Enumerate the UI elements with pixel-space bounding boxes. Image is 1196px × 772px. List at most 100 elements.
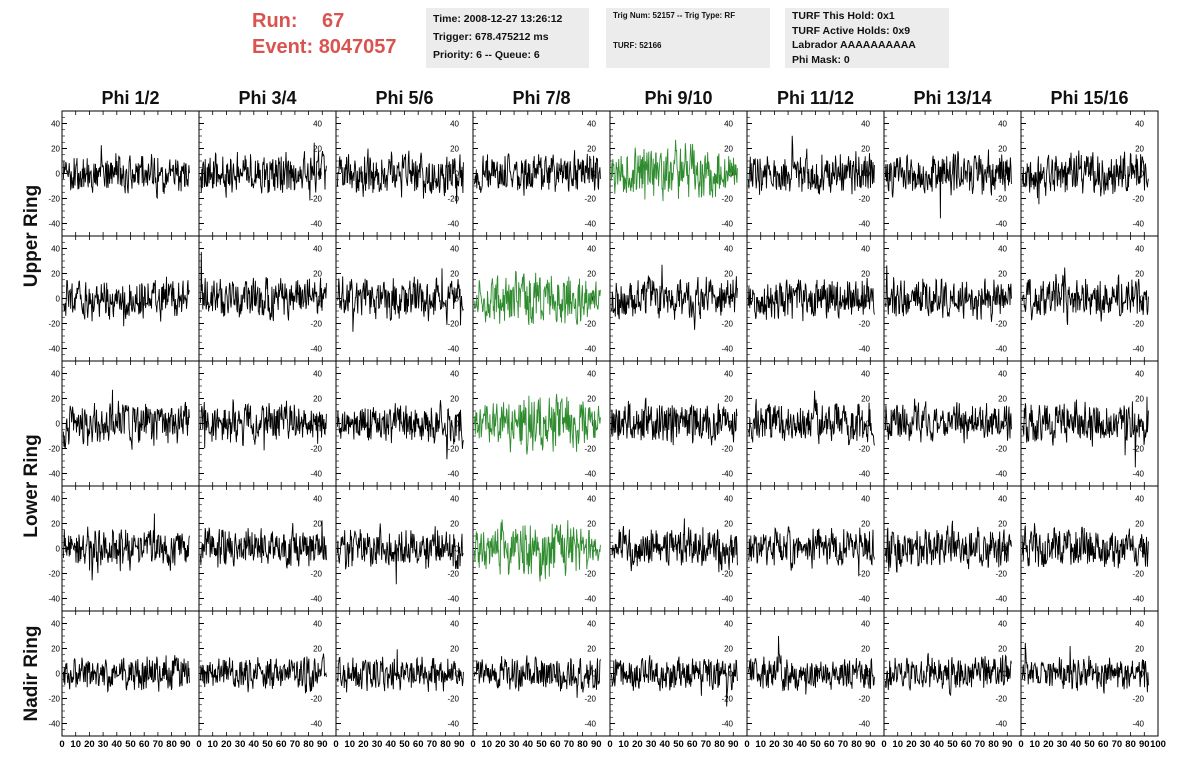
y-tick-label: 20 <box>450 395 459 404</box>
x-tick-label: 30 <box>1057 739 1068 750</box>
y-tick-label: 20 <box>861 395 870 404</box>
y-tick-label: 40 <box>724 620 733 629</box>
x-tick-label: 40 <box>934 739 945 750</box>
y-tick-label: 40 <box>450 495 459 504</box>
waveform-trace <box>199 251 327 322</box>
y-tick-label: -40 <box>447 470 459 479</box>
waveform-trace <box>747 526 875 577</box>
y-tick-label: -20 <box>48 570 60 579</box>
x-tick-label: 30 <box>235 739 246 750</box>
turf-this-hold-text: TURF This Hold: 0x1 <box>792 10 895 22</box>
y-tick-label: 40 <box>313 495 322 504</box>
y-tick-label: 40 <box>587 370 596 379</box>
y-tick-label: -20 <box>1132 320 1144 329</box>
waveform-trace <box>1021 396 1149 468</box>
column-label: Phi 15/16 <box>1050 88 1128 108</box>
x-tick-label: 0 <box>470 739 475 750</box>
waveform-trace <box>199 399 327 451</box>
y-tick-label: -40 <box>1132 345 1144 354</box>
y-tick-label: 40 <box>1135 495 1144 504</box>
y-tick-label: 20 <box>998 145 1007 154</box>
x-tick-label: 80 <box>1125 739 1136 750</box>
run-label: Run: <box>252 10 298 32</box>
y-tick-label: -40 <box>48 595 60 604</box>
y-tick-label: 40 <box>1135 245 1144 254</box>
x-tick-label: 30 <box>509 739 520 750</box>
y-tick-label: 20 <box>51 520 60 529</box>
waveform-trace <box>473 655 601 698</box>
x-tick-label: 10 <box>207 739 218 750</box>
event-value: 8047057 <box>318 36 397 58</box>
y-tick-label: -40 <box>447 220 459 229</box>
x-tick-label: 80 <box>577 739 588 750</box>
y-tick-label: -40 <box>721 595 733 604</box>
y-tick-label: -20 <box>995 320 1007 329</box>
y-tick-label: 20 <box>998 645 1007 654</box>
waveform-trace <box>747 390 875 446</box>
y-tick-label: 20 <box>998 395 1007 404</box>
x-tick-label: 40 <box>797 739 808 750</box>
y-tick-label: 40 <box>313 620 322 629</box>
x-tick-label: 70 <box>290 739 301 750</box>
event-label: Event: <box>252 36 314 58</box>
x-tick-label: 60 <box>413 739 424 750</box>
y-tick-label: 20 <box>1135 645 1144 654</box>
x-tick-label: 50 <box>810 739 821 750</box>
y-tick-label: -20 <box>995 570 1007 579</box>
x-tick-label: 40 <box>386 739 397 750</box>
column-label: Phi 5/6 <box>375 88 433 108</box>
y-tick-label: -20 <box>447 570 459 579</box>
y-tick-label: -20 <box>721 195 733 204</box>
y-tick-label: 20 <box>724 645 733 654</box>
waveform-trace <box>1021 150 1149 205</box>
x-tick-label: 60 <box>276 739 287 750</box>
waveform-trace <box>199 653 327 694</box>
x-tick-label: 40 <box>660 739 671 750</box>
x-tick-label: 70 <box>838 739 849 750</box>
x-tick-label: 20 <box>495 739 506 750</box>
y-tick-label: 40 <box>998 495 1007 504</box>
y-tick-label: -20 <box>1132 195 1144 204</box>
y-tick-label: 0 <box>56 670 61 679</box>
x-tick-label: 10 <box>481 739 492 750</box>
y-tick-label: 20 <box>1135 395 1144 404</box>
waveform-trace <box>884 265 1012 322</box>
y-tick-label: 40 <box>450 370 459 379</box>
x-tick-label: 10 <box>70 739 81 750</box>
y-tick-label: 20 <box>450 645 459 654</box>
x-tick-label: 10 <box>618 739 629 750</box>
y-tick-label: -40 <box>310 595 322 604</box>
x-tick-label: 70 <box>701 739 712 750</box>
y-tick-label: 0 <box>455 670 460 679</box>
waveform-trace <box>62 145 190 200</box>
x-tick-label: 50 <box>947 739 958 750</box>
y-tick-label: -40 <box>584 470 596 479</box>
y-tick-label: 40 <box>587 245 596 254</box>
y-tick-label: -40 <box>995 595 1007 604</box>
y-tick-label: 40 <box>587 620 596 629</box>
y-tick-label: 40 <box>998 245 1007 254</box>
y-tick-label: 40 <box>51 620 60 629</box>
y-tick-label: 40 <box>861 495 870 504</box>
waveform-trace <box>610 518 738 573</box>
y-tick-label: -20 <box>858 445 870 454</box>
y-tick-label: 20 <box>1135 270 1144 279</box>
y-tick-label: 40 <box>861 245 870 254</box>
y-tick-label: 40 <box>724 120 733 129</box>
x-tick-label: 40 <box>523 739 534 750</box>
y-tick-label: 20 <box>51 395 60 404</box>
y-tick-label: 40 <box>724 370 733 379</box>
y-tick-label: 20 <box>1135 145 1144 154</box>
x-tick-label: 70 <box>427 739 438 750</box>
waveform-trace <box>610 655 738 707</box>
column-label: Phi 3/4 <box>238 88 296 108</box>
y-tick-label: 20 <box>861 270 870 279</box>
y-tick-label: 20 <box>724 395 733 404</box>
ring-label: Lower Ring <box>21 434 42 537</box>
x-tick-label: 0 <box>607 739 612 750</box>
y-tick-label: 40 <box>51 245 60 254</box>
x-tick-label: 90 <box>317 739 328 750</box>
y-tick-label: -40 <box>310 345 322 354</box>
y-tick-label: -20 <box>584 695 596 704</box>
